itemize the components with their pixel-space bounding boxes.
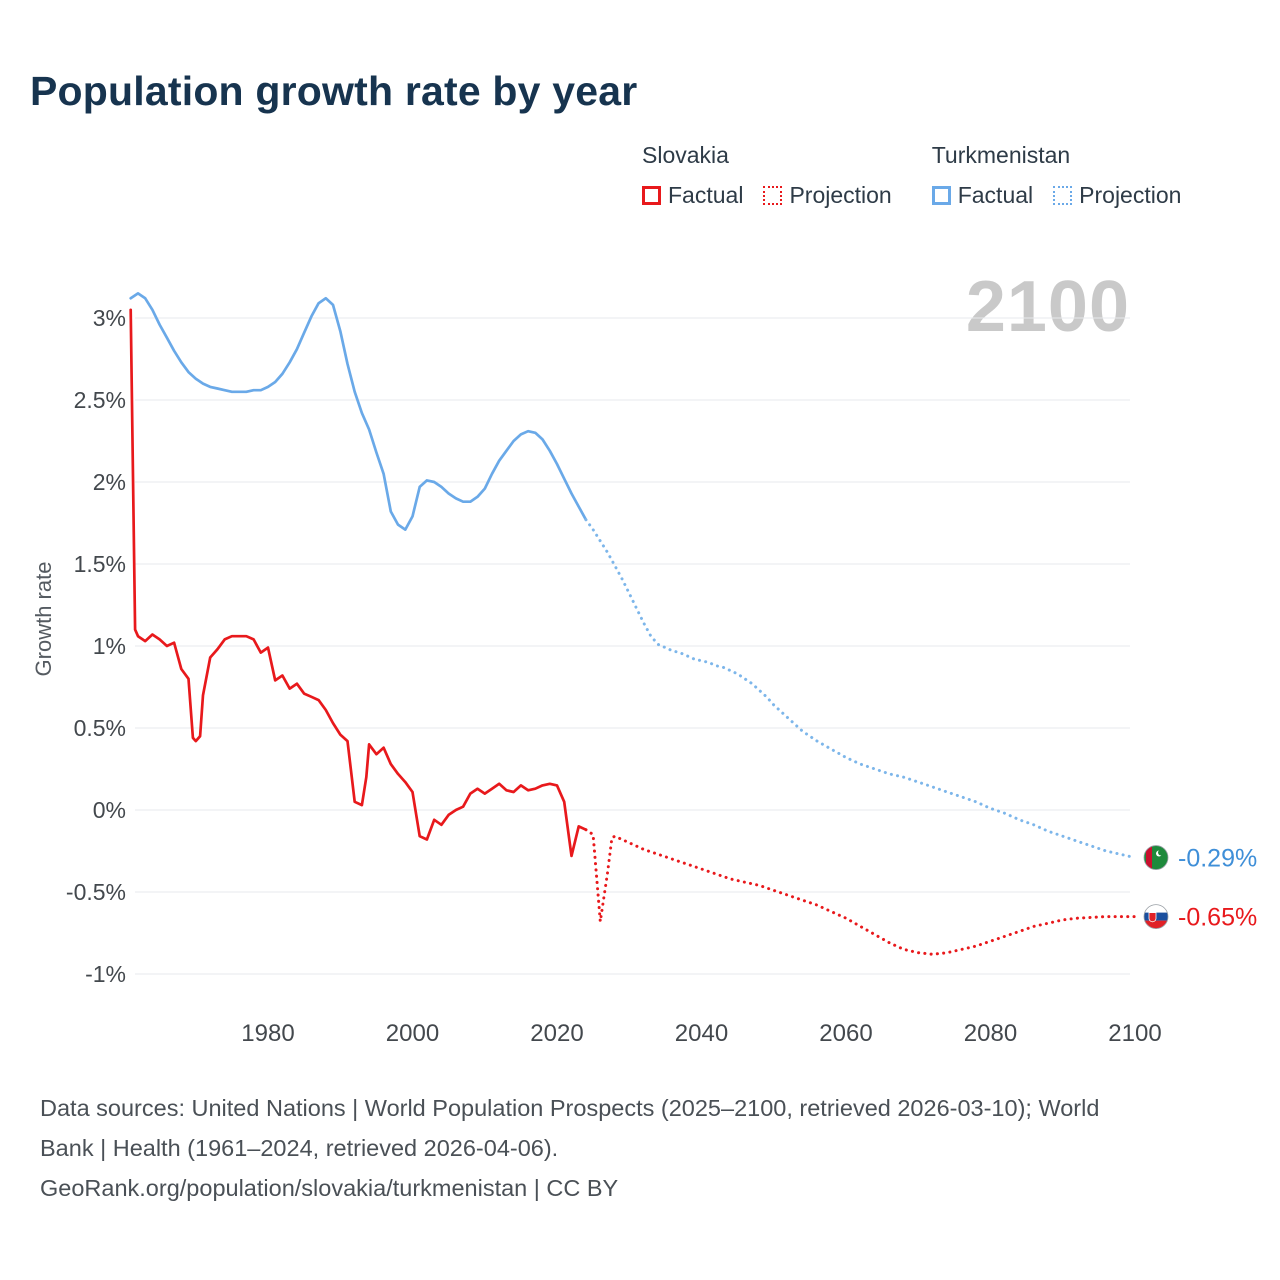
slovakia-factual-swatch-icon: [642, 186, 661, 205]
legend-item-label: Factual: [957, 182, 1034, 208]
chart-legend: Slovakia Factual Projection Turkmenistan…: [642, 142, 1181, 209]
x-tick-label: 2020: [530, 1020, 583, 1047]
watermark-year: 2100: [965, 267, 1130, 347]
legend-group-turkmenistan: Turkmenistan Factual Projection: [931, 142, 1181, 209]
slovakia-projection-line: [584, 828, 1137, 956]
page-title: Population growth rate by year: [30, 68, 638, 114]
legend-country-label: Slovakia: [642, 142, 729, 168]
slovakia-flag-icon: [1144, 904, 1168, 929]
footer-attribution-link[interactable]: GeoRank.org/population/slovakia/turkmeni…: [40, 1175, 619, 1201]
y-tick-label: 2%: [93, 469, 126, 495]
turkmenistan-factual-line: [129, 292, 588, 531]
turkmenistan-flag-icon: [1144, 845, 1168, 870]
footer-sources-line-2: Bank | Health (1961–2024, retrieved 2026…: [40, 1135, 559, 1161]
y-tick-label: 3%: [93, 305, 126, 331]
legend-group-slovakia: Slovakia Factual Projection: [642, 142, 892, 209]
x-tick-label: 2000: [386, 1020, 439, 1047]
legend-item-slovakia-projection[interactable]: Projection: [763, 182, 892, 209]
legend-item-turkmenistan-projection[interactable]: Projection: [1053, 182, 1181, 209]
y-tick-label: 1.5%: [74, 551, 126, 577]
legend-item-label: Projection: [1079, 182, 1182, 208]
flag-border: [1143, 845, 1169, 870]
footer-sources-line-1: Data sources: United Nations | World Pop…: [40, 1095, 1100, 1121]
slovakia-projection-swatch-icon: [763, 186, 783, 205]
y-tick-label: 0%: [93, 797, 126, 823]
legend-item-turkmenistan-factual[interactable]: Factual: [931, 182, 1034, 209]
y-tick-label: -0.5%: [66, 879, 126, 905]
slovakia-end-value-label: -0.65%: [1178, 904, 1257, 932]
y-tick-label: 2.5%: [74, 387, 126, 413]
footer: Data sources: United Nations | World Pop…: [40, 1088, 1250, 1208]
y-tick-label: 0.5%: [74, 715, 126, 741]
x-tick-label: 1980: [241, 1020, 294, 1047]
legend-country-label: Turkmenistan: [931, 142, 1071, 168]
x-tick-label: 2060: [819, 1020, 872, 1047]
turkmenistan-end-value-label: -0.29%: [1178, 845, 1257, 873]
x-tick-label: 2040: [675, 1020, 728, 1047]
legend-item-slovakia-factual[interactable]: Factual: [642, 182, 743, 209]
slovakia-factual-line: [129, 308, 588, 858]
turkmenistan-projection-swatch-icon: [1053, 186, 1073, 205]
y-tick-label: -1%: [85, 961, 126, 987]
y-tick-label: 1%: [93, 633, 126, 659]
x-tick-label: 2100: [1108, 1020, 1161, 1047]
turkmenistan-factual-swatch-icon: [931, 186, 951, 205]
legend-item-label: Factual: [668, 182, 744, 208]
turkmenistan-projection-line: [584, 518, 1137, 860]
legend-item-label: Projection: [789, 182, 892, 208]
x-tick-label: 2080: [964, 1020, 1017, 1047]
flag-border: [1143, 904, 1169, 929]
